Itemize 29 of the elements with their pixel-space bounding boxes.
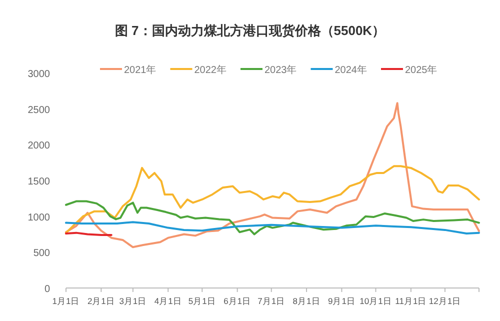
x-tick-label: 6月1日 [224,296,252,306]
legend-label: 2021年 [124,64,156,76]
line-series [65,102,480,248]
x-tick-label: 11月1日 [395,296,427,306]
y-tick-label: 500 [33,248,50,260]
legend-label: 2022年 [194,64,226,76]
x-tick-label: 10月1日 [360,296,392,306]
line-series [65,221,480,235]
legend-label: 2025年 [405,64,438,76]
y-tick-label: 0 [44,284,50,295]
y-tick-label: 1000 [28,212,50,224]
x-tick-label: 4月1日 [154,296,182,306]
chart-title: 图 7：国内动力煤北方港口现货价格（5500K） [114,23,386,38]
x-tick-label: 8月1日 [292,296,320,306]
legend-label: 2024年 [334,64,367,76]
x-tick-label: 1月1日 [52,296,80,306]
x-tick-label: 2月1日 [87,296,115,306]
x-tick-label: 5月1日 [188,296,216,306]
legend-label: 2023年 [264,64,297,76]
y-tick-label: 2000 [28,140,50,152]
x-tick-label: 9月1日 [328,296,356,306]
y-tick-label: 2500 [28,104,50,116]
x-tick-label: 12月1日 [428,296,462,306]
y-tick-label: 1500 [28,176,50,188]
x-tick-label: 7月1日 [258,296,286,306]
x-tick-label: 3月1日 [119,296,147,306]
line-series [65,165,480,234]
y-tick-label: 3000 [28,69,50,80]
line-series [65,200,480,236]
